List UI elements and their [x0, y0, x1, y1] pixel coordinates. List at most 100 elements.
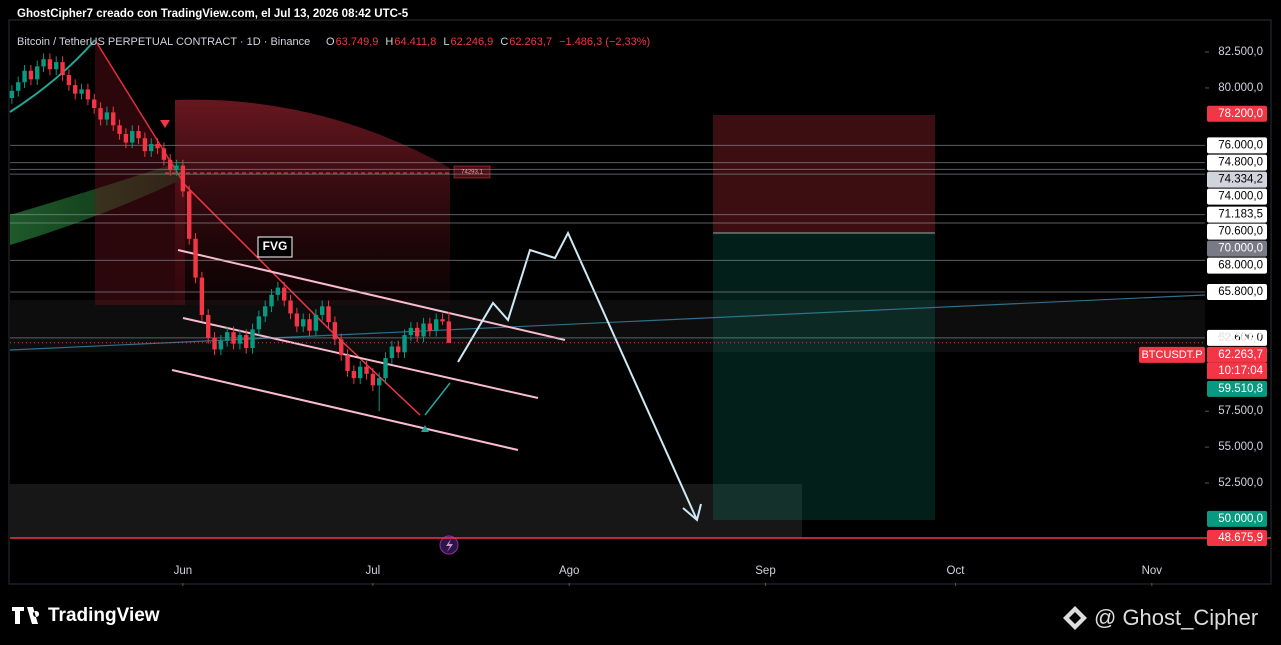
fvg-box	[257, 236, 293, 258]
candle-body	[111, 112, 116, 126]
ohlc-key: C	[500, 36, 508, 48]
candle-body	[263, 306, 268, 317]
x-tick-label: Jul	[366, 565, 381, 577]
candle-body	[66, 75, 72, 86]
ohlc-key: O	[326, 36, 335, 48]
candle-body	[98, 108, 103, 120]
level-label: 70.600,0	[1218, 226, 1263, 238]
level-tag	[1207, 529, 1267, 546]
level-tag	[1207, 257, 1267, 274]
ohlc-value: 62.263,7	[509, 36, 552, 48]
level-tag	[1207, 137, 1267, 154]
candle-body	[408, 327, 414, 336]
candle-body	[345, 355, 350, 371]
candle-body	[377, 378, 382, 386]
candle-body	[212, 337, 217, 350]
candle-body	[85, 89, 91, 100]
y-tick-label: 55.000,0	[1218, 441, 1263, 453]
channel-line	[177, 249, 566, 341]
footer-bar	[0, 590, 1281, 645]
level-label: 76.000,0	[1218, 139, 1263, 151]
candle-body	[421, 323, 426, 337]
candle-body	[440, 319, 445, 322]
arrow-head	[682, 503, 702, 522]
level-label: 59.510,8	[1218, 383, 1263, 395]
level-label: 68.000,0	[1218, 260, 1263, 272]
channel-line	[171, 369, 519, 451]
candle-body	[193, 238, 198, 278]
candle-body	[136, 131, 141, 139]
level-label: 65.800,0	[1218, 286, 1263, 298]
candle-body	[414, 327, 420, 337]
symbol-tag	[1139, 346, 1205, 363]
symbol: Bitcoin / TetherUS PERPETUAL CONTRACT · …	[17, 36, 310, 48]
y-tick-label: 57.500,0	[1218, 405, 1263, 417]
candle-body	[41, 59, 46, 67]
level-label: 50.000,0	[1218, 513, 1263, 525]
candle-body	[79, 89, 84, 94]
watermark-icon	[1063, 606, 1087, 630]
channel-line	[182, 317, 539, 399]
candle-body	[358, 366, 363, 379]
candle-body	[446, 321, 452, 343]
candle-body	[225, 332, 230, 341]
symbol-tag-label: BTCUSDT.P	[1141, 349, 1202, 361]
candle-body	[104, 112, 110, 120]
level-label: 71.183,5	[1218, 209, 1263, 221]
close-label: 62.263,7	[1218, 332, 1263, 344]
candle-body	[180, 165, 186, 192]
cloud	[10, 160, 185, 245]
candle-body	[301, 319, 306, 327]
candle-body	[92, 99, 97, 109]
level-tag	[1207, 346, 1267, 363]
candle-body	[199, 277, 205, 315]
level-tag	[1207, 223, 1267, 240]
level-label: 74.334,2	[1218, 174, 1263, 186]
zone	[10, 484, 802, 538]
candle-body	[130, 131, 135, 143]
x-tick-label: Oct	[947, 565, 966, 577]
level-tag	[1207, 188, 1267, 205]
projection-arrow	[457, 230, 698, 521]
candle-body	[73, 85, 78, 94]
candle-body	[288, 300, 293, 314]
drawings	[9, 39, 1271, 555]
candle-body	[187, 191, 192, 239]
candle-body	[54, 62, 59, 70]
brand: TradingView	[48, 605, 160, 626]
candle-body	[22, 70, 27, 83]
level-tag	[1207, 329, 1267, 346]
level-label: 62.263,7	[1218, 349, 1263, 361]
candle-body	[155, 143, 160, 149]
fvg-label: FVG	[263, 239, 288, 253]
candle-body	[389, 346, 395, 359]
candle-body	[433, 319, 439, 331]
ohlc-value: 64.411,8	[394, 36, 436, 48]
candle-body	[123, 133, 129, 143]
level-tag	[1207, 283, 1267, 300]
ohlc-key: L	[443, 36, 449, 48]
candle-body	[269, 294, 274, 307]
change: −1.486,3 (−2,33%)	[559, 36, 650, 48]
level-tag	[1207, 154, 1267, 171]
y-tick-label: 80.000,0	[1218, 82, 1263, 94]
candle-body	[256, 316, 262, 330]
candle-body	[117, 125, 122, 134]
level-label: 74.800,0	[1218, 157, 1263, 169]
candle-body	[326, 306, 331, 323]
level-label: 62.600,0	[1218, 332, 1263, 344]
candle-body	[250, 329, 255, 348]
x-tick-label: Jun	[174, 565, 193, 577]
candle-body	[364, 366, 369, 374]
countdown: 10:17:04	[1218, 365, 1263, 377]
candle-body	[149, 143, 154, 152]
candle-body	[282, 287, 287, 301]
candle-body	[383, 358, 388, 379]
candle-body	[28, 70, 34, 80]
ohlc-key: H	[385, 36, 393, 48]
candle-body	[320, 306, 325, 315]
event-icon	[446, 539, 453, 552]
level-label: 48.675,9	[1218, 532, 1263, 544]
candle-body	[206, 314, 211, 338]
